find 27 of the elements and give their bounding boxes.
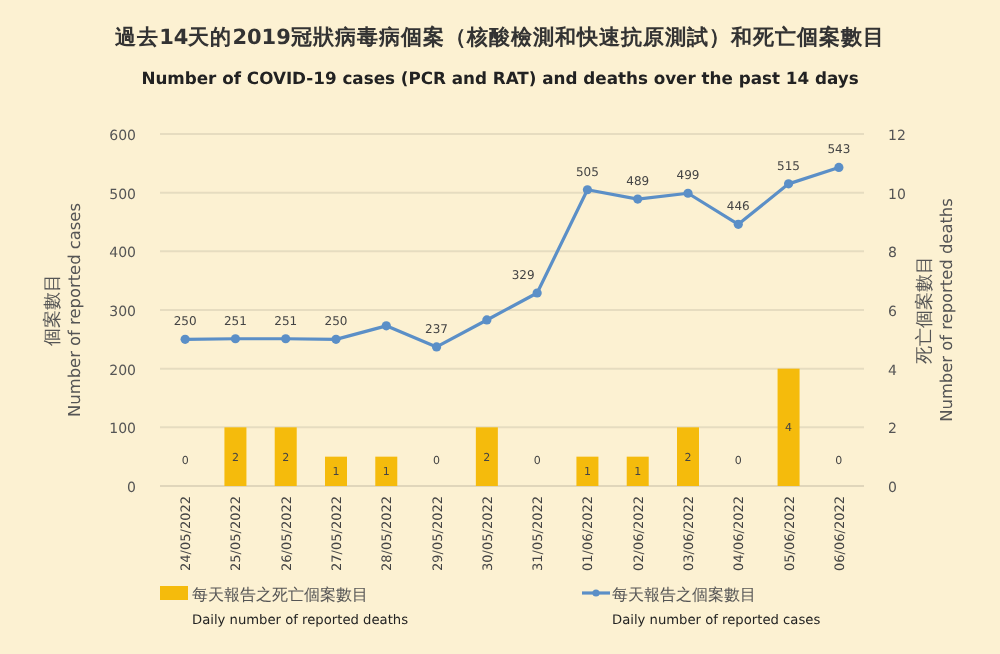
chart-title: 過去14天的2019冠狀病毒病個案（核酸檢測和快速抗原測試）和死亡個案數目: [113, 24, 885, 50]
point: [834, 162, 844, 173]
point: [482, 315, 492, 325]
bar: [576, 456, 599, 486]
bar: [677, 427, 699, 486]
point: [532, 288, 542, 298]
point: [683, 188, 693, 198]
point: [783, 179, 794, 189]
point: [431, 342, 442, 352]
point: [633, 194, 643, 204]
y-axis-title: 個案數目 Number of reported cases: [42, 203, 84, 417]
y2-axis-title: 死亡個案數目 Number of reported deaths: [914, 198, 956, 422]
point: [281, 334, 291, 344]
bar: [375, 456, 398, 486]
point: [180, 334, 190, 344]
bar: [274, 427, 297, 486]
point: [582, 185, 593, 195]
bar: [325, 456, 347, 486]
point: [733, 219, 743, 229]
bar: [224, 427, 247, 486]
bar: [475, 427, 498, 486]
point: [230, 334, 241, 344]
bar: [777, 368, 800, 486]
point: [331, 334, 341, 344]
point: [381, 321, 391, 331]
chart-subtitle: Number of COVID-19 cases (PCR and RAT) and deaths over the past 14 days: [141, 68, 859, 88]
bar: [626, 456, 649, 486]
